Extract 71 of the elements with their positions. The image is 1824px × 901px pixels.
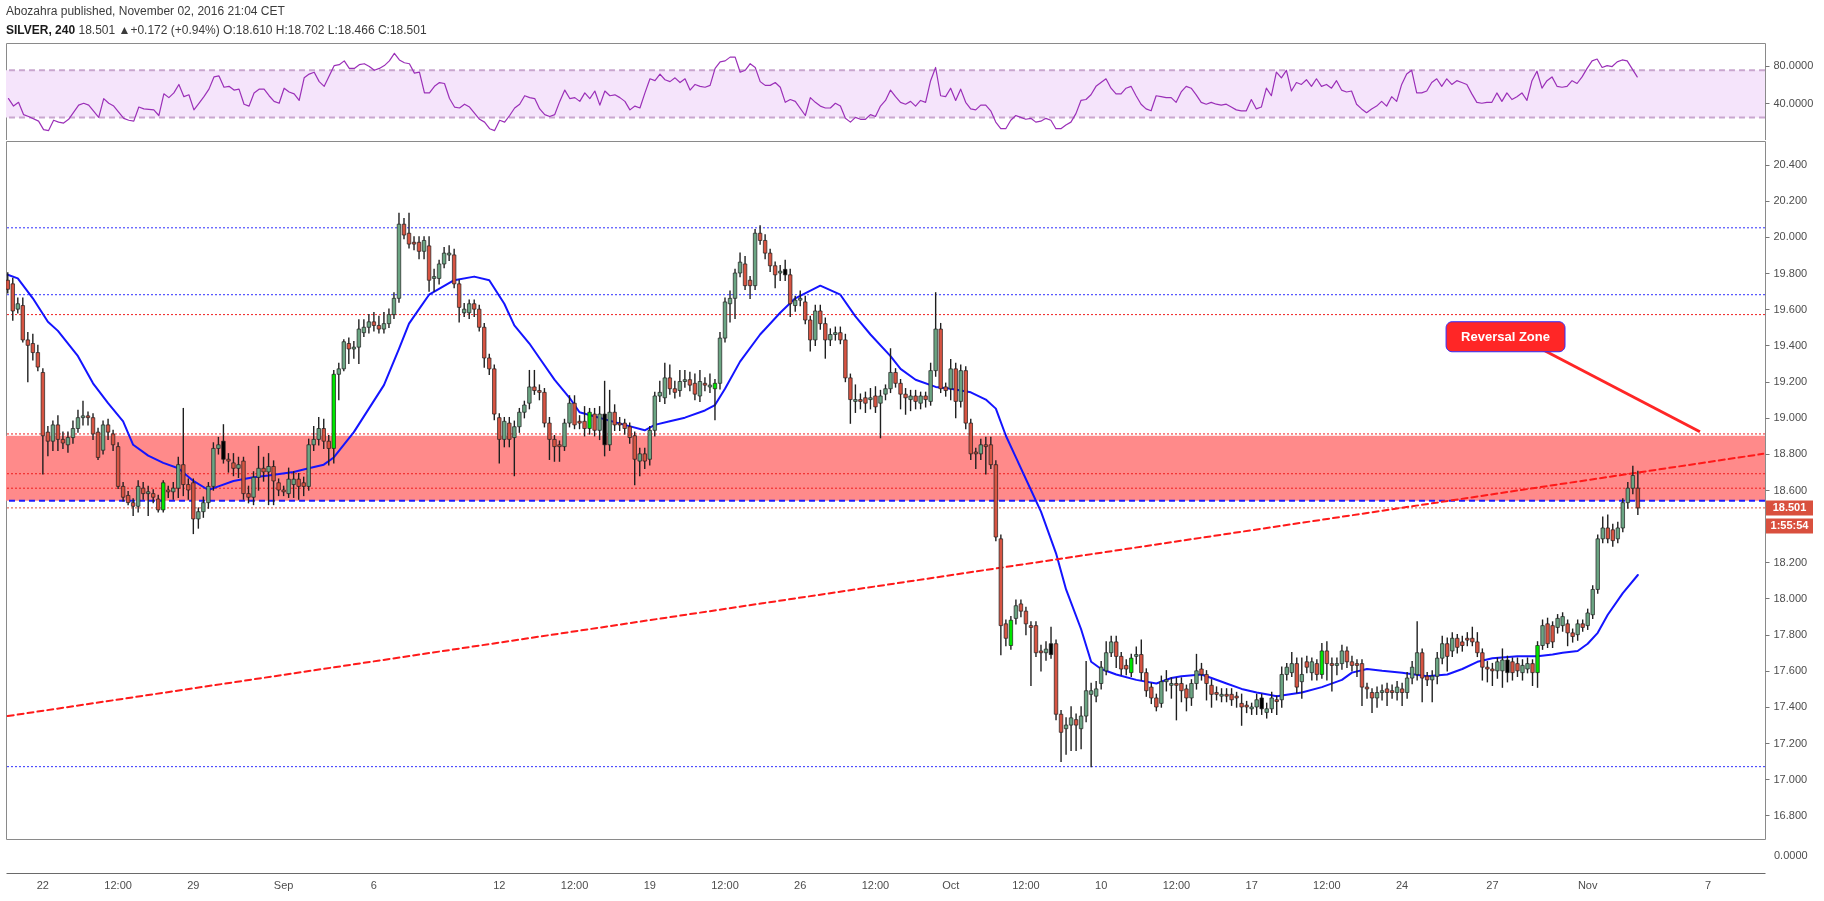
- y-tick-label: 19.400: [1773, 338, 1808, 351]
- candlestick: [406, 212, 412, 249]
- candlestick: [1339, 644, 1345, 670]
- candlestick: [707, 373, 713, 394]
- candlestick: [70, 420, 76, 444]
- y-tick-label: 19.800: [1773, 266, 1808, 279]
- x-tick-label: 12:00: [1162, 878, 1191, 891]
- y-tick-label: 17.800: [1773, 628, 1808, 641]
- x-tick-label: 6: [370, 878, 377, 891]
- x-tick-label: 12:00: [1012, 878, 1040, 891]
- x-tick-label: 17: [1245, 878, 1258, 891]
- candlestick: [381, 312, 387, 334]
- y-tick-label: 40.0000: [1773, 96, 1814, 109]
- ref-line-label: 18.501: [1772, 500, 1807, 513]
- y-tick-label: 20.400: [1773, 158, 1808, 171]
- candlestick: [1379, 684, 1385, 701]
- text: 1:55:54: [1770, 518, 1810, 531]
- y-tick-label: 17.600: [1773, 664, 1808, 677]
- candlestick: [1344, 646, 1350, 668]
- candlestick: [1013, 599, 1019, 625]
- chart-subtitle: 18.501 ▲+0.172 (+0.94%) O:18.610 H:18.702 L:18.466 C:18.501: [78, 23, 427, 37]
- line-series: [7, 52, 1638, 132]
- candlestick: [1384, 682, 1390, 706]
- y-tick-label: 18.600: [1773, 483, 1808, 496]
- x-tick-label: 26: [794, 878, 807, 891]
- text: 0.0000: [1774, 849, 1808, 861]
- chart-title: SILVER, 240: [6, 23, 76, 37]
- text: Abozahra published, November 02, 2016 21:04 CET: [6, 3, 285, 19]
- x-tick-label: 12:00: [1313, 878, 1341, 891]
- band-label: Reversal Zone: [1461, 328, 1550, 344]
- y-tick-label: 19.000: [1773, 411, 1808, 424]
- candlestick: [1028, 621, 1034, 686]
- candlestick: [1063, 717, 1069, 755]
- candlestick: [80, 400, 86, 426]
- x-tick-label: 27: [1486, 878, 1499, 891]
- candlestick: [1359, 659, 1365, 706]
- x-tick-label: 24: [1395, 878, 1409, 891]
- y-tick-label: 80.0000: [1773, 59, 1814, 72]
- y-tick-label: 17.200: [1773, 736, 1808, 749]
- y-tick-label: 19.200: [1773, 375, 1808, 387]
- x-tick-label: 12:00: [560, 878, 589, 891]
- x-tick-label: 12:00: [861, 878, 890, 891]
- y-tick-label: 20.000: [1773, 230, 1808, 243]
- x-tick-label: Sep: [273, 878, 294, 891]
- candlestick: [1374, 686, 1380, 708]
- candlestick: [65, 431, 71, 453]
- x-tick-label: 10: [1095, 878, 1108, 891]
- x-tick-label: 12:00: [104, 878, 132, 891]
- y-tick-label: 17.000: [1773, 772, 1808, 785]
- x-tick-label: 7: [1705, 878, 1712, 891]
- y-tick-label: 18.000: [1773, 592, 1808, 604]
- x-tick-label: Nov: [1577, 878, 1598, 891]
- x-tick-label: 22: [36, 878, 49, 891]
- y-tick-label: 18.800: [1773, 447, 1808, 460]
- candlestick: [1023, 606, 1029, 636]
- x-tick-label: 19: [643, 878, 656, 891]
- y-tick-label: 16.800: [1773, 808, 1808, 821]
- x-tick-label: 29: [187, 878, 200, 891]
- x-tick-label: Oct: [942, 878, 960, 891]
- candlestick: [1043, 641, 1049, 661]
- y-tick-label: 17.400: [1773, 700, 1808, 713]
- x-tick-label: 12: [493, 878, 506, 891]
- y-tick-label: 18.200: [1773, 555, 1808, 568]
- x-tick-label: 12:00: [711, 878, 739, 891]
- candlestick: [742, 256, 748, 290]
- candlestick: [411, 236, 417, 251]
- candlestick: [110, 429, 116, 451]
- y-tick-label: 19.600: [1773, 302, 1808, 315]
- candlestick: [416, 236, 422, 260]
- y-tick-label: 20.200: [1773, 194, 1808, 207]
- candlestick: [1369, 688, 1375, 714]
